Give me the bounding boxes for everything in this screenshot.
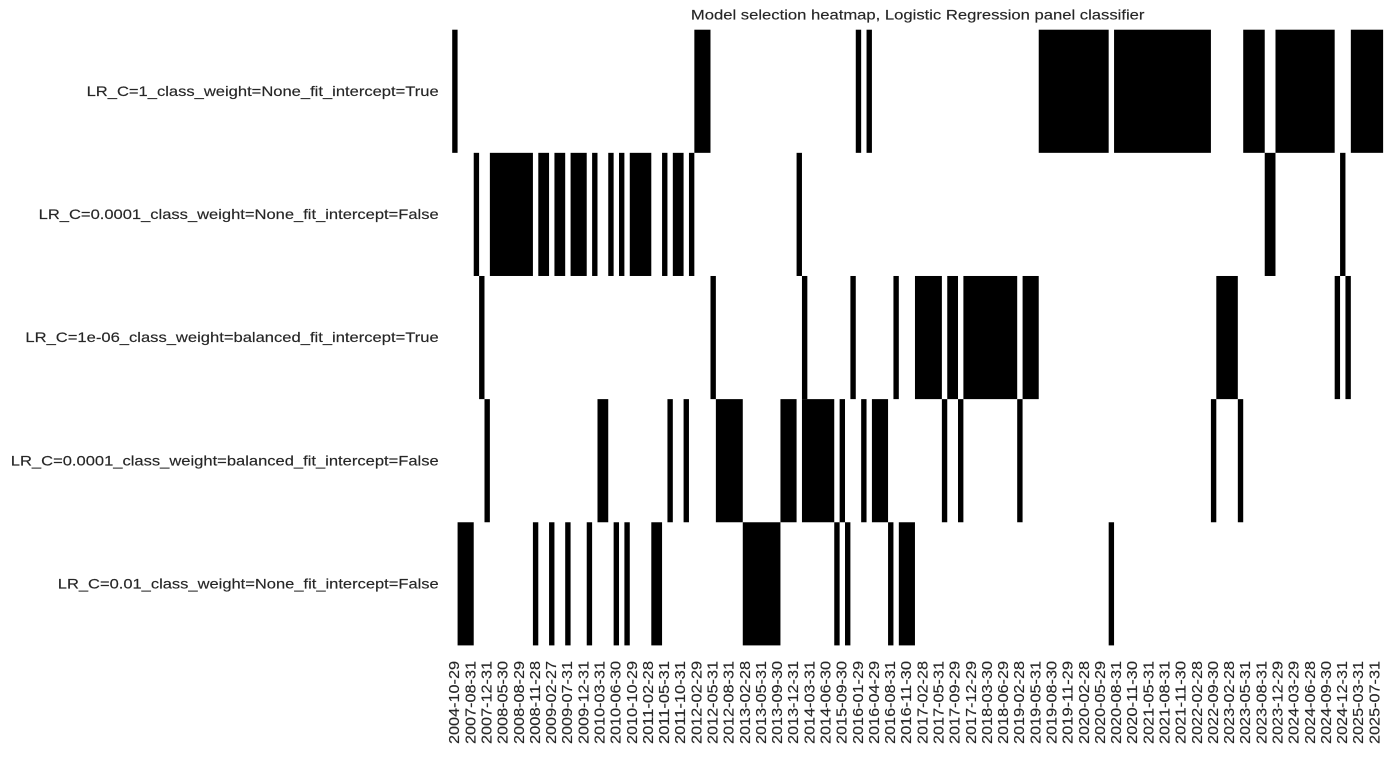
svg-text:2008-08-29: 2008-08-29 [511,661,528,744]
svg-text:2010-06-30: 2010-06-30 [608,661,625,744]
svg-text:2016-01-29: 2016-01-29 [850,661,867,744]
svg-text:2013-05-31: 2013-05-31 [753,661,770,744]
svg-text:2009-02-27: 2009-02-27 [543,661,560,744]
svg-text:2013-02-28: 2013-02-28 [737,661,754,744]
svg-text:2021-11-30: 2021-11-30 [1173,661,1190,744]
svg-text:2024-03-29: 2024-03-29 [1286,661,1303,744]
svg-text:LR_C=1_class_weight=None_fit_i: LR_C=1_class_weight=None_fit_intercept=T… [87,83,439,99]
svg-text:2015-09-30: 2015-09-30 [834,661,851,744]
svg-text:Model selection heatmap, Logis: Model selection heatmap, Logistic Regres… [691,7,1145,23]
svg-text:2019-11-29: 2019-11-29 [1060,661,1077,744]
svg-text:2019-05-31: 2019-05-31 [1027,661,1044,744]
svg-text:2016-11-30: 2016-11-30 [898,661,915,744]
svg-text:2019-08-30: 2019-08-30 [1044,661,1061,744]
svg-text:2012-08-31: 2012-08-31 [721,661,738,744]
svg-text:2013-09-30: 2013-09-30 [769,661,786,744]
svg-text:2014-03-31: 2014-03-31 [801,661,818,744]
svg-text:2018-03-30: 2018-03-30 [979,661,996,744]
svg-text:2013-12-31: 2013-12-31 [785,661,802,744]
svg-text:2012-05-31: 2012-05-31 [705,661,722,744]
svg-text:LR_C=1e-06_class_weight=balanc: LR_C=1e-06_class_weight=balanced_fit_int… [25,329,439,345]
svg-text:2017-02-28: 2017-02-28 [914,661,931,744]
svg-text:2021-08-31: 2021-08-31 [1157,661,1174,744]
svg-text:2007-08-31: 2007-08-31 [462,661,479,744]
svg-text:2009-07-31: 2009-07-31 [559,661,576,744]
svg-text:2020-11-30: 2020-11-30 [1124,661,1141,744]
svg-text:2011-10-31: 2011-10-31 [672,661,689,744]
svg-text:2017-12-29: 2017-12-29 [963,661,980,744]
svg-text:2022-09-30: 2022-09-30 [1205,661,1222,744]
svg-text:2018-06-29: 2018-06-29 [995,661,1012,744]
svg-text:2024-12-31: 2024-12-31 [1334,661,1351,744]
svg-text:2012-02-29: 2012-02-29 [688,661,705,744]
svg-text:LR_C=0.0001_class_weight=None_: LR_C=0.0001_class_weight=None_fit_interc… [39,206,439,222]
svg-text:2017-09-29: 2017-09-29 [947,661,964,744]
svg-text:2023-12-29: 2023-12-29 [1270,661,1287,744]
svg-text:LR_C=0.01_class_weight=None_fi: LR_C=0.01_class_weight=None_fit_intercep… [58,575,439,591]
svg-text:2021-05-31: 2021-05-31 [1140,661,1157,744]
svg-text:2008-05-30: 2008-05-30 [495,661,512,744]
svg-text:2020-08-31: 2020-08-31 [1108,661,1125,744]
svg-text:2024-09-30: 2024-09-30 [1318,661,1335,744]
svg-text:2017-05-31: 2017-05-31 [931,661,948,744]
svg-text:LR_C=0.0001_class_weight=balan: LR_C=0.0001_class_weight=balanced_fit_in… [11,452,439,468]
svg-text:2022-02-28: 2022-02-28 [1189,661,1206,744]
svg-text:2024-06-28: 2024-06-28 [1302,661,1319,744]
svg-text:2011-02-28: 2011-02-28 [640,661,657,744]
svg-text:2014-06-30: 2014-06-30 [818,661,835,744]
svg-text:2025-03-31: 2025-03-31 [1350,661,1367,744]
svg-text:2023-05-31: 2023-05-31 [1237,661,1254,744]
svg-text:2008-11-28: 2008-11-28 [527,661,544,744]
svg-text:2020-02-28: 2020-02-28 [1076,661,1093,744]
svg-text:2010-10-29: 2010-10-29 [624,661,641,744]
svg-text:2023-02-28: 2023-02-28 [1221,661,1238,744]
svg-text:2019-02-28: 2019-02-28 [1011,661,1028,744]
svg-text:2016-04-29: 2016-04-29 [866,661,883,744]
svg-text:2020-05-29: 2020-05-29 [1092,661,1109,744]
svg-text:2023-08-31: 2023-08-31 [1253,661,1270,744]
svg-text:2009-12-31: 2009-12-31 [575,661,592,744]
svg-text:2010-03-31: 2010-03-31 [592,661,609,744]
svg-text:2025-07-31: 2025-07-31 [1366,661,1383,744]
svg-text:2004-10-29: 2004-10-29 [446,661,463,744]
svg-text:2011-05-31: 2011-05-31 [656,661,673,744]
svg-text:2007-12-31: 2007-12-31 [479,661,496,744]
svg-text:2016-08-31: 2016-08-31 [882,661,899,744]
